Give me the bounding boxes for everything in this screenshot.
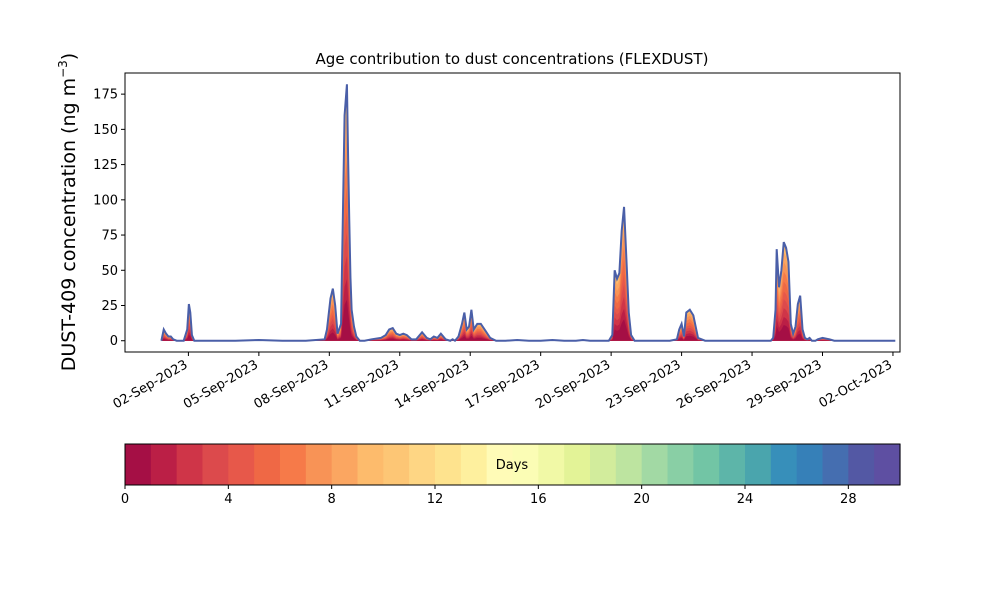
plot-frame [124,72,901,353]
colorbar-bin [486,444,514,485]
colorbar-tick-label: 24 [737,492,754,507]
colorbar-bin [512,444,539,485]
total-concentration-line [160,84,896,343]
colorbar-bin [150,444,178,485]
y-tick-label: 125 [93,158,118,173]
colorbar-tick-label: 16 [530,492,547,507]
colorbar-tick-label: 4 [224,492,232,507]
colorbar-tick-label: 8 [328,492,336,507]
x-tick-label: 08-Sep-2023 [251,357,331,412]
x-tick-label: 02-Oct-2023 [817,357,895,411]
x-tick-label: 02-Sep-2023 [111,357,191,412]
colorbar-bin [745,444,772,485]
colorbar-bin [383,444,410,485]
x-tick-label: 17-Sep-2023 [463,357,543,412]
colorbar-tick-label: 12 [427,492,444,507]
colorbar-bin [770,444,798,485]
colorbar-bin [280,444,307,485]
y-tick-label: 25 [101,299,118,314]
colorbar-bin [667,444,694,485]
colorbar-bin [874,444,901,485]
colorbar-bin [460,444,488,485]
x-tick-label: 20-Sep-2023 [533,357,613,412]
colorbar-bin [125,444,152,485]
colorbar [125,444,901,485]
y-tick-label: 75 [101,229,118,244]
x-tick-label: 29-Sep-2023 [745,357,825,412]
colorbar-bin [409,444,436,485]
age-layer-10 [161,299,896,341]
colorbar-bin [848,444,875,485]
colorbar-bin [305,444,333,485]
colorbar-bin [822,444,849,485]
colorbar-bin [254,444,281,485]
y-axis-label: DUST-409 concentration (ng m−3) [56,53,80,371]
colorbar-bin [590,444,617,485]
colorbar-bin [693,444,720,485]
y-tick-label: 50 [101,264,118,279]
colorbar-tick-label: 28 [840,492,857,507]
colorbar-bin [331,444,359,485]
x-tick-label: 11-Sep-2023 [322,357,402,412]
colorbar-bin [176,444,204,485]
colorbar-bin [538,444,565,485]
colorbar-bin [564,444,591,485]
colorbar-bin [228,444,255,485]
colorbar-bin [357,444,384,485]
x-tick-label: 26-Sep-2023 [674,357,754,412]
colorbar-label: Days [496,458,529,473]
plot-area [160,84,896,343]
y-axis: 0 25 50 75 100 125 150 175 [93,88,125,349]
colorbar-tick-label: 0 [121,492,129,507]
colorbar-tick-label: 20 [633,492,650,507]
colorbar-bin [615,444,643,485]
colorbar-frame [124,443,901,486]
x-tick-label: 05-Sep-2023 [181,357,261,412]
colorbar-bin [435,444,462,485]
y-tick-label: 100 [93,193,118,208]
y-tick-label: 150 [93,123,118,138]
y-tick-label: 175 [93,88,118,103]
x-tick-label: 14-Sep-2023 [392,357,472,412]
y-tick-label: 0 [110,334,118,349]
colorbar-bin [641,444,669,485]
colorbar-ticks: 0 4 8 12 16 20 24 28 [121,485,857,507]
colorbar-bin [796,444,824,485]
chart-title: Age contribution to dust concentrations … [316,50,709,68]
colorbar-bin [202,444,229,485]
x-axis: 02-Sep-202305-Sep-202308-Sep-202311-Sep-… [111,352,895,412]
x-tick-label: 23-Sep-2023 [604,357,684,412]
colorbar-bin [719,444,746,485]
